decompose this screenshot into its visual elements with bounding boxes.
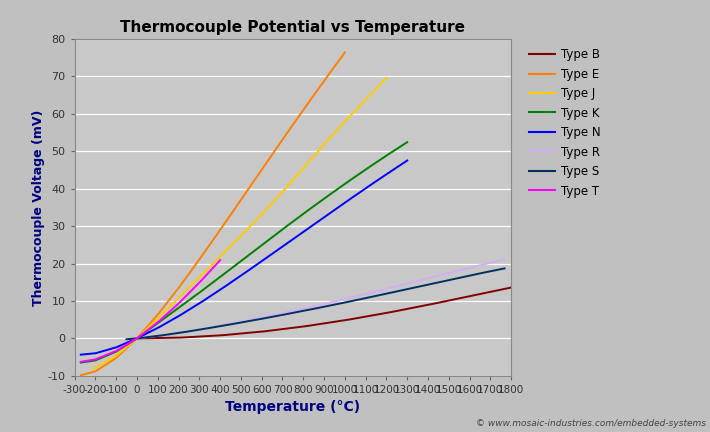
Type T [133,336,141,341]
Type R [382,286,390,292]
Type R [424,276,432,281]
Type B [171,335,180,340]
Type B [390,309,398,314]
Type T [138,332,146,337]
Type N [110,346,119,351]
Type T [187,288,196,293]
Type B [297,324,306,329]
Type J [218,252,226,257]
Type S [382,291,390,296]
Type E [341,50,349,55]
Type K [110,350,119,355]
Type E [104,361,112,366]
Type K [220,271,229,276]
Y-axis label: Thermocouple Voltage (mV): Thermocouple Voltage (mV) [32,109,45,305]
Type S [501,266,509,271]
Type J [290,175,299,181]
Type J [382,76,390,81]
Type T [77,359,85,365]
Type T [91,357,99,362]
Type R [417,277,425,283]
Type K [337,184,346,189]
Type K [301,210,310,215]
Type E [183,273,192,278]
Type E [193,260,202,265]
Type S [417,283,425,289]
Line: Type E: Type E [81,52,345,375]
Line: Type S: Type S [126,268,505,339]
Type S [122,337,131,342]
Type J [207,262,216,267]
Type T [216,257,224,263]
Type S [289,310,297,315]
Type N [301,228,310,233]
Type J [317,144,326,149]
Type B [284,326,293,331]
Type B [507,285,515,290]
Type B [133,336,141,341]
Type K [77,360,85,365]
Type N [220,284,229,289]
Type J [323,138,332,143]
Title: Thermocouple Potential vs Temperature: Thermocouple Potential vs Temperature [121,20,465,35]
Type N [209,292,217,297]
Type R [275,311,284,316]
X-axis label: Temperature (°C): Temperature (°C) [225,400,361,414]
Type K [209,280,217,285]
Type R [161,332,170,337]
Type E [283,131,291,136]
Type S [424,282,432,287]
Type B [431,301,439,306]
Type J [119,347,128,353]
Type K [331,188,339,193]
Type N [403,158,412,163]
Type K [403,140,412,145]
Type J [89,366,97,371]
Line: Type R: Type R [126,259,505,339]
Line: Type J: Type J [93,78,386,368]
Type E [288,124,296,129]
Text: © www.mosaic-industries.com/embedded-systems: © www.mosaic-industries.com/embedded-sys… [476,419,706,428]
Legend: Type B, Type E, Type J, Type K, Type N, Type R, Type S, Type T: Type B, Type E, Type J, Type K, Type N, … [526,45,604,201]
Type T [173,303,181,308]
Type R [289,308,297,314]
Type R [501,257,509,262]
Line: Type T: Type T [81,260,220,362]
Line: Type N: Type N [81,161,408,355]
Type R [122,337,131,342]
Type S [275,313,284,318]
Line: Type K: Type K [81,142,408,362]
Type B [425,302,433,307]
Type T [185,290,194,295]
Type S [161,332,170,337]
Type E [258,166,266,172]
Type N [331,207,339,212]
Type N [337,203,346,208]
Type N [77,352,85,357]
Line: Type B: Type B [137,288,511,338]
Type E [77,373,85,378]
